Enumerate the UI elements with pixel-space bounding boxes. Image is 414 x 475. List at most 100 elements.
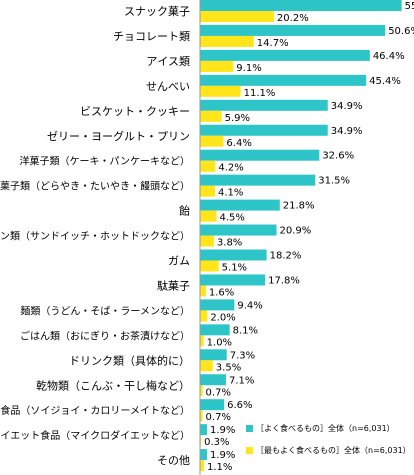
data-label-most: 3.5% (216, 362, 241, 373)
bar-most (200, 410, 203, 422)
bar-often (200, 324, 230, 336)
category-label: ビスケット・クッキー (80, 105, 190, 118)
bar-most (200, 210, 217, 222)
data-label-often: 20.9% (279, 226, 311, 237)
legend-label-often: ［よく食べるもの］全体（n=6,031） (256, 423, 395, 433)
data-label-most: 1.1% (207, 462, 232, 473)
category-label: ドリンク類（具体的に） (69, 353, 190, 367)
category-label: ごはん類（おにぎり・お茶漬けなど） (20, 329, 190, 342)
bar-most (200, 35, 254, 47)
bar-often (200, 199, 280, 211)
category-label: ガム (168, 255, 190, 268)
legend-label-most: ［最もよく食べるもの］全体（n=6,031） (256, 445, 411, 455)
category-label: スナック菓子 (124, 5, 190, 18)
category-label: せんべい (146, 80, 190, 93)
data-label-often: 7.1% (229, 375, 254, 386)
category-label: 飴 (179, 204, 190, 218)
data-label-most: 4.2% (218, 163, 243, 174)
bar-most (200, 360, 213, 372)
category-label: 駄菓子 (157, 278, 190, 292)
data-label-most: 2.0% (210, 312, 235, 323)
data-label-often: 45.4% (369, 76, 401, 87)
bar-most (200, 11, 274, 22)
bar-most (200, 310, 208, 322)
data-label-often: 50.6% (388, 26, 414, 37)
data-label-often: 31.5% (318, 176, 350, 187)
category-label: ダイエット食品（マイクロダイエットなど） (0, 429, 190, 442)
data-label-most: 0.3% (204, 437, 229, 448)
bar-often (200, 0, 402, 11)
bar-most (200, 260, 219, 272)
bar-often (200, 24, 386, 36)
bar-most (200, 160, 216, 172)
data-label-often: 8.1% (233, 325, 258, 336)
data-label-often: 6.6% (227, 400, 252, 411)
data-label-most: 0.7% (206, 387, 231, 398)
category-label: パン類（サンドイッチ・ホットドックなど） (0, 231, 190, 243)
data-label-often: 1.9% (210, 450, 235, 461)
bar-often (200, 149, 320, 161)
bar-often (200, 224, 277, 236)
bar-most (200, 60, 234, 72)
data-label-most: 6.4% (226, 138, 251, 149)
bar-most (200, 235, 214, 247)
data-label-most: 20.2% (277, 13, 309, 24)
category-label: その他 (157, 454, 190, 467)
category-label: ゼリー・ヨーグルト・プリン (47, 129, 190, 143)
category-label: 洋菓子類（ケーキ・パンケーキなど） (20, 155, 191, 168)
category-label: 機能性食品（ソイジョイ・カロリーメイトなど） (0, 404, 190, 417)
data-label-most: 4.5% (219, 213, 244, 224)
data-label-often: 1.9% (210, 425, 235, 436)
bar-often (200, 249, 267, 261)
data-label-often: 21.8% (283, 201, 315, 212)
bar-most (200, 185, 216, 197)
data-label-most: 3.8% (217, 238, 242, 249)
data-label-often: 7.3% (230, 350, 255, 361)
bar-often (200, 74, 367, 86)
data-label-often: 18.2% (270, 251, 302, 262)
data-label-most: 5.1% (222, 263, 247, 274)
bar-most (200, 460, 205, 472)
bar-most (200, 285, 206, 297)
bar-most (200, 135, 224, 147)
bar-often (200, 299, 235, 311)
bar-most (200, 385, 203, 397)
data-label-most: 1.0% (207, 337, 232, 348)
bar-most (200, 85, 241, 97)
category-label: 和菓子類（どらやき・たいやき・饅頭など） (0, 180, 190, 193)
data-label-often: 55.1% (405, 1, 414, 12)
bar-often (200, 374, 226, 386)
category-label: チョコレート類 (113, 30, 190, 43)
data-label-most: 11.1% (244, 88, 276, 99)
bar-often (200, 449, 207, 461)
bar-often (200, 99, 328, 111)
data-label-often: 32.6% (322, 151, 354, 162)
data-label-often: 17.8% (268, 275, 300, 286)
data-label-often: 34.9% (331, 101, 363, 112)
bar-often (200, 274, 266, 286)
bar-often (200, 174, 316, 186)
data-label-most: 0.7% (206, 412, 231, 423)
data-label-most: 4.1% (218, 188, 243, 199)
bar-often (200, 349, 227, 361)
data-label-often: 34.9% (331, 126, 363, 137)
data-label-most: 9.1% (236, 63, 261, 74)
bar-often (200, 124, 328, 136)
bar-often (200, 49, 370, 61)
legend-swatch-often (246, 425, 253, 432)
data-label-often: 9.4% (237, 300, 262, 311)
data-label-most: 1.6% (209, 287, 234, 298)
bar-often (200, 399, 225, 411)
category-label: アイス類 (146, 55, 190, 68)
category-label: 乾物類（こんぶ・干し梅など） (36, 378, 190, 392)
bar-most (200, 435, 202, 447)
data-label-most: 5.9% (225, 113, 250, 124)
data-label-often: 46.4% (373, 51, 405, 62)
category-label: 麺類（うどん・そば・ラーメンなど） (20, 304, 190, 317)
bar-most (200, 335, 204, 347)
data-label-most: 14.7% (257, 38, 289, 49)
bar-often (200, 424, 207, 436)
legend-swatch-most (246, 447, 253, 454)
